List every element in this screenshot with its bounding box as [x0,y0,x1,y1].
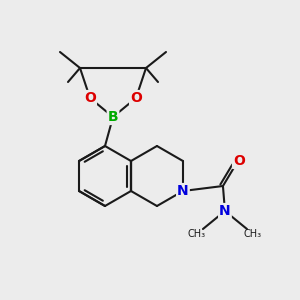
Text: O: O [130,91,142,105]
Text: O: O [84,91,96,105]
Text: O: O [233,154,245,168]
Text: CH₃: CH₃ [244,229,262,239]
Text: CH₃: CH₃ [188,229,206,239]
Text: B: B [108,110,118,124]
Text: N: N [219,204,231,218]
Text: N: N [177,184,189,198]
